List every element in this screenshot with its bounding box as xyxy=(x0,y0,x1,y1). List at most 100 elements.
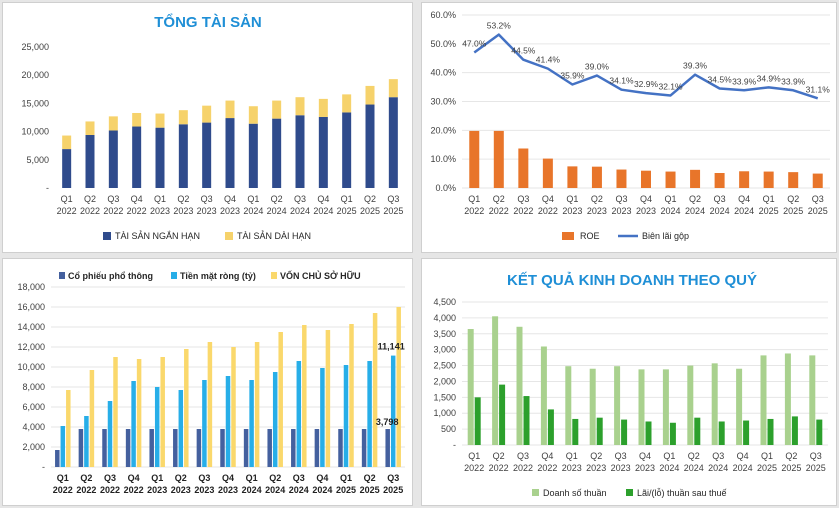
bar-short-term-assets xyxy=(318,116,328,188)
x-tick-quarter: Q4 xyxy=(541,451,553,461)
bar-long-term-assets xyxy=(365,85,375,105)
x-tick-year: 2022 xyxy=(103,206,123,216)
bar-long-term-assets xyxy=(85,121,95,135)
x-tick-year: 2023 xyxy=(220,206,240,216)
x-tick-quarter: Q3 xyxy=(201,194,213,204)
data-label-gross-margin: 47.0% xyxy=(462,38,487,48)
x-tick-quarter: Q4 xyxy=(131,194,143,204)
bar-short-term-assets xyxy=(272,118,282,188)
y-tick-label: 50.0% xyxy=(430,39,456,49)
bar-net-revenue xyxy=(809,355,816,445)
equity-panel: - 2,000 4,000 6,000 8,000 10,000 12,000 14,000 1… xyxy=(2,258,413,506)
data-label-gross-margin: 33.9% xyxy=(732,76,757,86)
y-tick-label: 16,000 xyxy=(17,302,45,312)
y-tick-label: 25,000 xyxy=(21,42,49,52)
x-tick-quarter: Q1 xyxy=(566,194,578,204)
bar-net-revenue xyxy=(662,369,669,445)
x-tick-year: 2023 xyxy=(587,206,607,216)
x-tick-quarter: Q3 xyxy=(812,194,824,204)
bar-net-profit xyxy=(791,416,798,445)
y-tick-label: 5,000 xyxy=(26,155,49,165)
x-tick-quarter: Q3 xyxy=(104,473,116,483)
x-tick-quarter: Q3 xyxy=(517,451,529,461)
y-tick-label: - xyxy=(453,440,456,450)
x-tick-year: 2022 xyxy=(489,463,509,473)
y-tick-label: 2,500 xyxy=(433,361,456,371)
y-tick-label: 0.0% xyxy=(435,183,456,193)
x-tick-quarter: Q1 xyxy=(57,473,69,483)
x-tick-quarter: Q4 xyxy=(542,194,554,204)
x-tick-quarter: Q3 xyxy=(615,451,627,461)
bar-common-shares xyxy=(102,429,107,467)
data-label-gross-margin: 32.9% xyxy=(634,79,659,89)
x-tick-year: 2023 xyxy=(147,485,167,495)
x-tick-year: 2025 xyxy=(337,206,357,216)
y-tick-label: 4,000 xyxy=(22,422,45,432)
x-tick-year: 2024 xyxy=(290,206,310,216)
legend-swatch xyxy=(59,272,65,279)
x-tick-year: 2022 xyxy=(57,206,77,216)
x-tick-year: 2024 xyxy=(708,463,728,473)
x-tick-quarter: Q2 xyxy=(688,451,700,461)
y-tick-label: 20.0% xyxy=(430,125,456,135)
x-tick-quarter: Q1 xyxy=(340,473,352,483)
bar-common-shares xyxy=(125,429,131,467)
bar-roe xyxy=(812,173,823,188)
legend-swatch xyxy=(562,232,574,240)
x-tick-quarter: Q4 xyxy=(640,194,652,204)
bar-net-profit xyxy=(474,397,481,445)
y-tick-label: 6,000 xyxy=(22,402,45,412)
bar-short-term-assets xyxy=(248,123,258,188)
x-tick-quarter: Q4 xyxy=(737,451,749,461)
x-tick-quarter: Q2 xyxy=(590,451,602,461)
x-tick-quarter: Q4 xyxy=(224,194,236,204)
x-tick-year: 2023 xyxy=(194,485,214,495)
x-tick-quarter: Q1 xyxy=(151,473,163,483)
bar-short-term-assets xyxy=(132,126,142,188)
bar-equity xyxy=(231,347,236,467)
x-tick-year: 2025 xyxy=(336,485,356,495)
x-tick-year: 2024 xyxy=(661,206,681,216)
x-tick-quarter: Q2 xyxy=(177,194,189,204)
x-tick-quarter: Q1 xyxy=(247,194,259,204)
bar-short-term-assets xyxy=(85,134,95,188)
x-tick-quarter: Q1 xyxy=(341,194,353,204)
bar-net-profit xyxy=(499,384,506,445)
bar-long-term-assets xyxy=(178,110,188,125)
x-tick-year: 2022 xyxy=(124,485,144,495)
x-tick-quarter: Q1 xyxy=(665,194,677,204)
bar-long-term-assets xyxy=(248,106,258,124)
x-tick-year: 2024 xyxy=(734,206,754,216)
data-label-gross-margin: 35.9% xyxy=(560,70,585,80)
y-tick-label: 10,000 xyxy=(17,362,45,372)
bar-net-revenue xyxy=(492,316,499,445)
x-tick-year: 2023 xyxy=(173,206,193,216)
x-tick-year: 2024 xyxy=(312,485,332,495)
x-tick-year: 2024 xyxy=(242,485,262,495)
x-tick-quarter: Q1 xyxy=(663,451,675,461)
x-tick-year: 2022 xyxy=(127,206,147,216)
y-tick-label: 10.0% xyxy=(430,154,456,164)
bar-net-cash xyxy=(272,372,278,467)
bar-equity xyxy=(372,313,378,467)
data-label-gross-margin: 32.1% xyxy=(658,81,683,91)
bar-long-term-assets xyxy=(202,105,212,123)
bar-net-profit xyxy=(816,419,823,445)
x-tick-quarter: Q2 xyxy=(364,473,376,483)
bar-roe xyxy=(493,130,504,188)
x-tick-year: 2024 xyxy=(267,206,287,216)
bar-net-revenue xyxy=(784,353,791,445)
bar-equity xyxy=(136,359,142,467)
x-tick-quarter: Q3 xyxy=(712,451,724,461)
y-tick-label: 2,000 xyxy=(433,376,456,386)
x-tick-year: 2024 xyxy=(265,485,285,495)
bar-roe xyxy=(690,169,701,188)
bar-equity xyxy=(278,332,283,467)
bar-net-profit xyxy=(547,409,554,445)
bar-long-term-assets xyxy=(225,100,235,119)
bar-common-shares xyxy=(267,429,272,467)
data-label-gross-margin: 33.9% xyxy=(781,76,806,86)
x-tick-quarter: Q1 xyxy=(566,451,578,461)
y-tick-label: 14,000 xyxy=(17,322,45,332)
x-tick-year: 2022 xyxy=(53,485,73,495)
